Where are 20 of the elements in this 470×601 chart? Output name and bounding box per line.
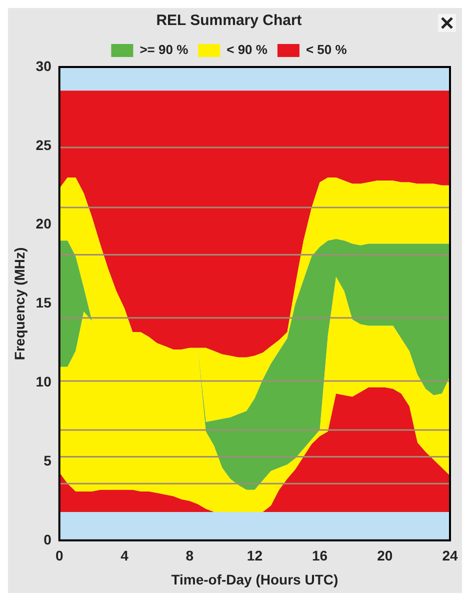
y-tick-label: 10 (36, 373, 52, 390)
y-tick-label: 15 (36, 294, 52, 311)
x-tick-label: 16 (312, 548, 328, 564)
legend-label: < 90 % (226, 42, 268, 58)
legend-label: < 50 % (306, 42, 348, 58)
y-tick-label: 25 (36, 136, 52, 153)
legend-label: >= 90 % (140, 42, 189, 58)
y-axis-title: Frequency (MHz) (11, 247, 28, 360)
x-axis-title: Time-of-Day (Hours UTC) (171, 571, 338, 588)
x-tick-label: 24 (442, 548, 458, 564)
y-tick-label: 20 (36, 216, 52, 232)
y-tick-label: 0 (44, 531, 52, 548)
chart-title: REL Summary Chart (156, 12, 302, 30)
x-tick-label: 12 (246, 548, 263, 564)
y-tick-label: 30 (36, 58, 52, 74)
x-tick-label: 20 (377, 548, 393, 564)
x-tick-label: 8 (186, 548, 194, 564)
x-tick-label: 0 (55, 548, 64, 564)
x-tick-label: 4 (120, 548, 129, 564)
y-tick-label: 5 (44, 452, 52, 468)
